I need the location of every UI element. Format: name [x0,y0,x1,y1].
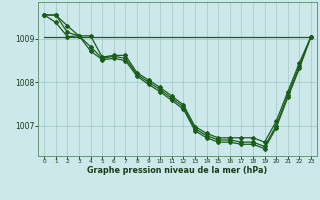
X-axis label: Graphe pression niveau de la mer (hPa): Graphe pression niveau de la mer (hPa) [87,166,268,175]
